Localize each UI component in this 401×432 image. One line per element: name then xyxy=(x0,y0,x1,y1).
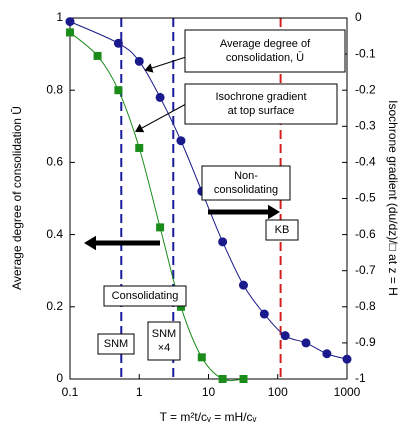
y2-tick-label: -0.2 xyxy=(355,82,376,96)
arrow-head xyxy=(144,63,154,73)
x-tick-label: 10 xyxy=(202,385,216,399)
marker xyxy=(113,38,123,48)
annotation-text: Isochrone gradient xyxy=(215,91,306,103)
arrow-shaft xyxy=(141,103,187,129)
marker xyxy=(301,338,311,348)
y-tick-label: 0.4 xyxy=(46,227,63,241)
x-tick-label: 1000 xyxy=(334,385,361,399)
annotation-box xyxy=(147,321,181,361)
y2-tick-label: -0.7 xyxy=(355,263,376,277)
marker xyxy=(238,280,248,290)
annotation-text: Average degree of xyxy=(220,38,311,50)
y-axis-label: Average degree of consolidation Ū xyxy=(10,106,24,290)
arrow-head xyxy=(268,204,280,220)
marker xyxy=(176,302,185,311)
annotation-text: at top surface xyxy=(228,105,295,117)
y-tick-label: 0.2 xyxy=(46,299,63,313)
annotation-box xyxy=(184,29,346,73)
marker xyxy=(134,56,144,66)
annotation-text: SNM xyxy=(152,328,176,340)
y2-tick-label: -0.5 xyxy=(355,191,376,205)
marker xyxy=(342,354,352,364)
annotation-text: KB xyxy=(275,224,290,236)
y-tick-label: 1 xyxy=(56,10,63,24)
marker xyxy=(259,309,269,319)
annotation-text: ×4 xyxy=(158,342,171,354)
y-tick-label: 0 xyxy=(56,371,63,385)
y-tick-label: 0.8 xyxy=(46,82,63,96)
y2-tick-label: -0.9 xyxy=(355,335,376,349)
annotation-text: SNM xyxy=(104,338,128,350)
x-tick-label: 1 xyxy=(136,385,143,399)
annotation-box xyxy=(201,165,291,201)
y2-tick-label: -0.1 xyxy=(355,46,376,60)
annotation-box xyxy=(184,83,338,125)
y2-tick-label: 0 xyxy=(355,10,362,24)
annotation-text: Non- xyxy=(234,170,258,182)
marker xyxy=(155,92,165,102)
y2-tick-label: -0.8 xyxy=(355,299,376,313)
x-tick-label: 100 xyxy=(268,385,288,399)
marker xyxy=(93,51,102,60)
marker xyxy=(176,136,186,146)
marker xyxy=(218,375,227,383)
marker xyxy=(135,143,144,152)
y2-tick-label: -1 xyxy=(355,371,366,385)
annotation-box xyxy=(265,219,299,241)
y2-tick-label: -0.6 xyxy=(355,227,376,241)
annotation-box xyxy=(103,285,187,307)
y-tick-label: 0.6 xyxy=(46,155,63,169)
x-tick-label: 0.1 xyxy=(62,385,79,399)
marker xyxy=(114,86,123,95)
arrow-head xyxy=(134,123,145,133)
marker xyxy=(197,353,206,362)
marker xyxy=(156,223,165,232)
marker xyxy=(280,331,290,341)
marker xyxy=(239,375,248,383)
marker xyxy=(322,349,332,359)
y2-tick-label: -0.3 xyxy=(355,118,376,132)
arrow-head xyxy=(84,235,96,251)
marker xyxy=(218,237,228,247)
y2-tick-label: -0.4 xyxy=(355,155,376,169)
annotation-text: Consolidating xyxy=(112,290,179,302)
y2-axis-label: Isochrone gradient (du/dz)/□ at z = H xyxy=(386,100,400,296)
annotation-text: consolidation, Ū xyxy=(226,52,304,64)
annotation-text: consolidating xyxy=(214,184,278,196)
marker xyxy=(65,17,75,27)
marker xyxy=(66,28,74,37)
x-axis-label: T = m²t/cᵥ = mH/cᵥ xyxy=(160,410,257,424)
annotation-box xyxy=(97,333,135,355)
arrow-shaft xyxy=(151,56,187,69)
